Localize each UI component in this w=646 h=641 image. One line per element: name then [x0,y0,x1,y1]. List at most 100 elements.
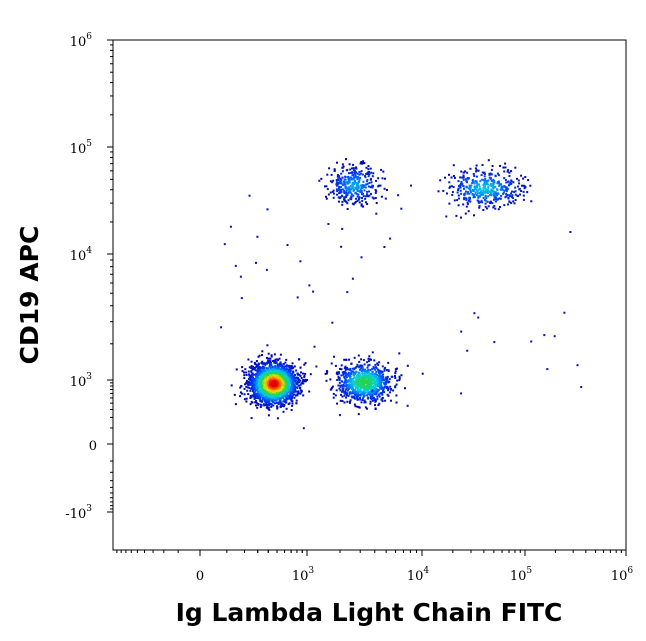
event-point [452,186,455,188]
event-point [364,375,367,378]
event-point [261,378,264,380]
event-point [266,344,269,347]
event-point [286,244,289,246]
event-point [526,191,529,194]
event-point [259,395,262,398]
event-point [264,369,267,372]
event-point [489,172,492,175]
event-point [346,291,349,294]
event-point [333,169,336,172]
event-point [522,198,525,201]
event-point [478,206,481,209]
event-point [308,390,311,393]
y-tick-label: 104 [70,246,93,264]
event-point [274,395,277,398]
event-point [338,379,341,382]
event-point [338,381,341,384]
event-point [337,196,340,199]
event-point [379,380,382,383]
event-point [239,395,242,398]
event-point [486,180,489,183]
event-point [350,378,353,381]
event-point [281,394,284,397]
event-point [329,180,332,183]
event-point [261,367,264,370]
event-point [264,395,267,398]
event-point [256,383,259,386]
event-point [365,389,368,392]
event-point [255,366,258,369]
event-point [274,364,277,367]
event-point [259,393,262,396]
event-point [371,370,374,373]
event-point [365,382,368,385]
event-point [494,198,497,201]
event-point [338,414,341,417]
event-point [486,192,489,194]
event-point [469,167,472,170]
event-point [364,195,367,198]
event-point [266,388,269,391]
event-point [292,388,294,390]
event-point [337,372,340,375]
event-point [492,192,495,195]
event-point [462,203,465,206]
event-point [223,243,226,246]
event-point [384,385,387,388]
event-point [347,177,350,180]
event-point [376,398,379,401]
event-point [248,373,250,376]
event-point [252,378,255,381]
event-point [486,182,489,185]
event-point [270,376,273,378]
event-point [281,386,284,388]
event-point [354,389,357,392]
event-point [398,377,401,380]
event-point [250,365,253,368]
event-point [261,350,264,353]
event-point [480,190,482,193]
event-point [371,373,374,376]
event-point [292,381,295,384]
event-point [278,365,281,368]
event-point [284,361,287,364]
event-point [498,182,501,185]
event-point [404,387,406,390]
event-point [347,199,350,202]
event-point [498,197,501,200]
event-point [388,380,391,383]
event-point [291,367,294,370]
event-point [506,181,509,183]
event-point [329,388,332,391]
event-point [358,173,361,176]
event-point [372,365,375,368]
event-point [330,362,333,365]
event-point [254,379,257,382]
event-point [357,371,360,374]
event-point [484,191,487,194]
event-point [290,376,293,379]
event-point [369,167,372,170]
event-point [347,384,350,387]
event-point [387,394,390,397]
event-point [502,192,505,195]
event-point [499,183,502,186]
event-point [292,371,295,374]
event-point [300,377,303,379]
event-point [355,370,358,373]
event-point [339,191,342,194]
event-point [260,388,263,390]
event-point [367,364,370,367]
event-point [266,403,269,406]
event-point [269,394,272,397]
event-point [345,158,347,161]
event-point [278,394,281,397]
event-point [451,193,454,196]
event-point [280,368,283,371]
event-point [279,353,282,356]
event-point [295,402,298,405]
event-point [518,182,521,185]
event-point [264,397,267,399]
event-point [267,393,270,396]
event-point [478,185,481,188]
